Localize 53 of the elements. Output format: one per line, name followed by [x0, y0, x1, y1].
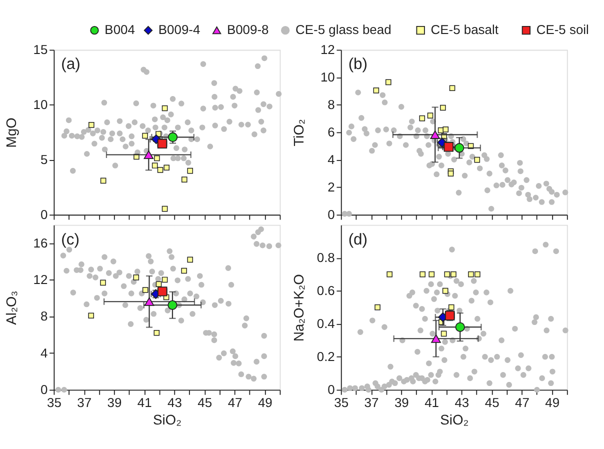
x-tick-label: 47 [228, 394, 242, 410]
y-tick-label: 0 [40, 206, 48, 222]
x-tick-label: 37 [364, 394, 379, 410]
y-tick-label: 4 [40, 345, 48, 360]
x-tick-label: 43 [454, 394, 470, 410]
y-tick-label: 8 [328, 96, 335, 112]
legend-label: CE-5 glass bead [296, 22, 392, 38]
y-axis-title: Na₂O+K₂O [290, 274, 306, 342]
y-tick-label: 10 [320, 69, 335, 84]
y-tick-label: 12 [320, 42, 335, 57]
legend-label: CE-5 basalt [430, 22, 499, 38]
x-tick-label: 45 [198, 394, 212, 410]
annotation: (a) [61, 56, 80, 74]
x-tick-label: 41 [424, 394, 439, 410]
x-tick-label: 49 [545, 394, 560, 410]
y-tick-label: 16 [33, 235, 48, 250]
y-axis-title: MgO [3, 117, 20, 148]
y-tick-label: 2 [328, 179, 335, 194]
x-tick-label: 47 [514, 394, 530, 410]
legend-label: B009-4 [158, 22, 200, 38]
x-tick-label: 49 [258, 394, 272, 410]
x-tick-label: 45 [484, 394, 500, 410]
x-axis-title: SiO₂ [440, 411, 469, 428]
annotation: (b) [348, 56, 368, 74]
x-axis-title: SiO₂ [152, 411, 182, 428]
x-tick-label: 39 [107, 394, 122, 410]
y-axis-title: Al₂O₃ [3, 290, 20, 325]
y-tick-label: 5 [40, 152, 48, 167]
legend-label: B009-8 [226, 22, 269, 38]
x-tick-label: 35 [46, 394, 62, 410]
x-tick-label: 37 [77, 394, 92, 410]
x-tick-label: 39 [394, 394, 409, 410]
y-tick-label: 0.4 [316, 316, 335, 331]
y-tick-label: 15 [33, 42, 48, 57]
x-tick-label: 35 [334, 394, 349, 410]
y-tick-label: 0 [40, 382, 48, 397]
y-tick-label: 0 [328, 382, 335, 397]
y-tick-label: 0.8 [316, 250, 335, 265]
y-tick-label: 10 [33, 96, 48, 112]
y-tick-label: 6 [328, 124, 335, 140]
y-tick-label: 8 [40, 308, 48, 324]
legend-label: CE-5 soil [536, 22, 590, 38]
y-axis-title: TiO₂ [290, 119, 306, 146]
y-tick-label: 0.2 [316, 348, 335, 364]
annotation: (d) [348, 231, 368, 248]
annotation: (c) [61, 231, 80, 248]
y-tick-label: 0 [328, 206, 335, 222]
y-tick-label: 4 [328, 152, 335, 167]
x-tick-label: 43 [168, 394, 182, 410]
legend-label: B004 [104, 22, 135, 38]
x-tick-label: 41 [137, 394, 152, 410]
y-tick-label: 12 [33, 272, 48, 287]
y-tick-label: 0.6 [316, 282, 335, 298]
